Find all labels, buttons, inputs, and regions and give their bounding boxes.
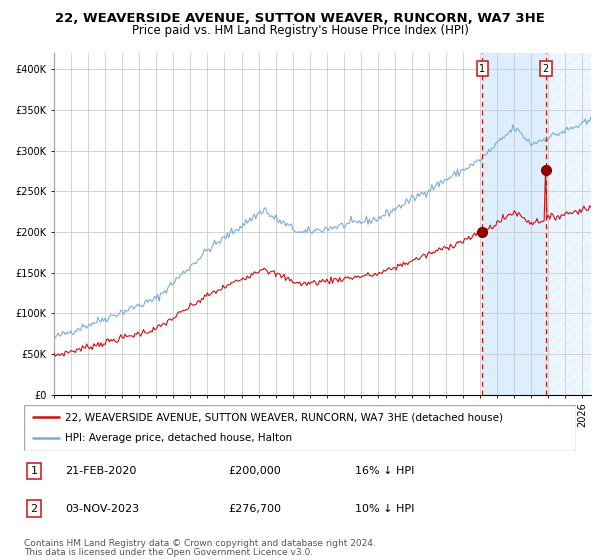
- Text: 22, WEAVERSIDE AVENUE, SUTTON WEAVER, RUNCORN, WA7 3HE: 22, WEAVERSIDE AVENUE, SUTTON WEAVER, RU…: [55, 12, 545, 25]
- FancyBboxPatch shape: [24, 405, 576, 451]
- Bar: [482, 53, 545, 395]
- Text: 21-FEB-2020: 21-FEB-2020: [65, 466, 137, 476]
- Text: HPI: Average price, detached house, Halton: HPI: Average price, detached house, Halt…: [65, 433, 293, 444]
- Text: Price paid vs. HM Land Registry's House Price Index (HPI): Price paid vs. HM Land Registry's House …: [131, 24, 469, 36]
- Text: £200,000: £200,000: [228, 466, 281, 476]
- Text: 16% ↓ HPI: 16% ↓ HPI: [355, 466, 415, 476]
- Text: 1: 1: [31, 466, 38, 476]
- Bar: [545, 53, 591, 395]
- Text: 22, WEAVERSIDE AVENUE, SUTTON WEAVER, RUNCORN, WA7 3HE (detached house): 22, WEAVERSIDE AVENUE, SUTTON WEAVER, RU…: [65, 412, 503, 422]
- Text: 2: 2: [31, 504, 38, 514]
- Text: £276,700: £276,700: [228, 504, 281, 514]
- Text: 2: 2: [542, 64, 549, 73]
- Text: Contains HM Land Registry data © Crown copyright and database right 2024.: Contains HM Land Registry data © Crown c…: [24, 539, 376, 548]
- Text: 1: 1: [479, 64, 485, 73]
- Text: This data is licensed under the Open Government Licence v3.0.: This data is licensed under the Open Gov…: [24, 548, 313, 557]
- Text: 03-NOV-2023: 03-NOV-2023: [65, 504, 140, 514]
- Text: 10% ↓ HPI: 10% ↓ HPI: [355, 504, 415, 514]
